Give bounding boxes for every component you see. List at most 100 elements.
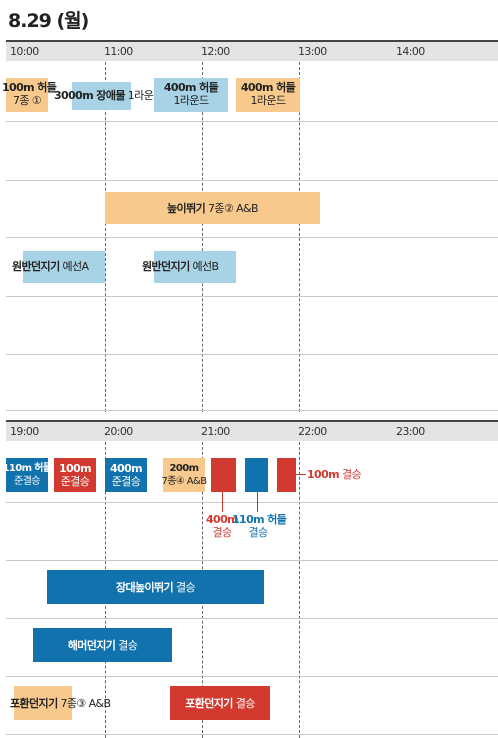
text: 7종③ A&B (60, 697, 112, 710)
event-box (6, 78, 48, 112)
event-box (47, 570, 264, 604)
event-box (72, 82, 131, 110)
text: 110m 허들 (232, 513, 287, 526)
row-line (6, 676, 498, 677)
row-line (6, 237, 498, 238)
time: 13:00 (298, 45, 327, 58)
hour-line (299, 442, 300, 738)
time: 21:00 (201, 425, 230, 438)
event-box (14, 686, 72, 720)
time: 20:00 (104, 425, 133, 438)
text: 포환던지기 (185, 697, 233, 710)
text: 400m (109, 462, 143, 475)
time: 12:00 (201, 45, 230, 58)
text: 예선A (62, 260, 90, 273)
event-label: 400m 허들 1라운드 (154, 81, 228, 107)
event-label: 원반던지기 예선B (142, 260, 219, 273)
event-box (6, 458, 48, 492)
row-line (6, 296, 498, 297)
text: 원반던지기 (12, 260, 60, 273)
row-line (6, 560, 498, 561)
event-box (54, 458, 96, 492)
text: 결승 (175, 581, 196, 594)
text: 7종④ A&B (161, 476, 207, 487)
event-box (105, 458, 147, 492)
event-label: 100m 허들 7종 ① (2, 81, 57, 107)
header (6, 420, 498, 441)
text: 3000m 장애물 (54, 89, 125, 102)
event-label: 100m 결승 (307, 468, 362, 481)
text: 결승 (248, 526, 268, 539)
text: 예선B (192, 260, 220, 273)
event-box (23, 251, 105, 283)
event-box (245, 458, 268, 492)
text: 100m (58, 462, 92, 475)
text: 결승 (235, 697, 256, 710)
row-line (6, 734, 498, 735)
row-line (6, 180, 498, 181)
event-label: 포환던지기 7종③ A&B (10, 697, 112, 710)
event-box (154, 78, 228, 112)
header (6, 40, 498, 61)
connector (296, 474, 306, 475)
event-label: 400m 허들 1라운드 (236, 81, 300, 107)
event-label: 110m 허들 결승 (232, 513, 287, 539)
row-line (6, 502, 498, 503)
event-box (105, 192, 320, 224)
row-line (6, 618, 498, 619)
text: 7종② A&B (208, 202, 259, 215)
event-label: 3000m 장애물 1라운드 (54, 89, 163, 102)
event-label: 100m 준결승 (54, 462, 96, 488)
event-box (154, 251, 236, 283)
text: 400m 허들 (163, 81, 219, 94)
event-box (33, 628, 172, 662)
event-label: 해머던지기 결승 (33, 639, 172, 652)
time: 22:00 (298, 425, 327, 438)
text: 원반던지기 (142, 260, 190, 273)
event-box (236, 78, 300, 112)
text: 100m 허들 (2, 81, 57, 94)
text: 1라운드 (250, 94, 287, 107)
event-label: 높이뛰기 7종② A&B (105, 202, 320, 215)
event-box (211, 458, 236, 492)
text: 높이뛰기 (167, 202, 206, 215)
event-box (170, 686, 270, 720)
event-label: 400m 결승 (200, 513, 244, 539)
text: 400m 허들 (240, 81, 296, 94)
text: 결승 (118, 639, 138, 652)
text: 결승 (341, 468, 362, 481)
title: 8.29 (월) (8, 10, 89, 32)
text: 100m (307, 468, 340, 481)
event-label: 포환던지기 결승 (170, 697, 270, 710)
text: 1라운드 (173, 94, 210, 107)
text: 400m (205, 513, 239, 526)
text: 110m 허들 (2, 463, 53, 474)
time: 14:00 (396, 45, 425, 58)
time: 10:00 (10, 45, 39, 58)
connector (222, 492, 223, 512)
text: 장대높이뛰기 (115, 581, 174, 594)
time: 11:00 (104, 45, 133, 58)
event-box (163, 458, 205, 492)
event-label: 200m 7종④ A&B (158, 462, 210, 488)
event-box (277, 458, 296, 492)
text: 준결승 (111, 475, 141, 488)
connector (257, 492, 258, 512)
text: 해머던지기 (67, 639, 116, 652)
text: 포환던지기 (10, 697, 58, 710)
text: 7종 ① (12, 94, 42, 107)
row-line (6, 410, 498, 411)
text: 200m (169, 463, 200, 474)
text: 준결승 (14, 476, 40, 487)
row-line (6, 121, 498, 122)
text: 결승 (212, 526, 232, 539)
row-line (6, 354, 498, 355)
event-label: 400m 준결승 (105, 462, 147, 488)
time: 19:00 (10, 425, 39, 438)
time: 23:00 (396, 425, 425, 438)
event-label: 장대높이뛰기 결승 (47, 581, 264, 594)
text: 준결승 (60, 475, 90, 488)
event-label: 원반던지기 예선A (12, 260, 90, 273)
